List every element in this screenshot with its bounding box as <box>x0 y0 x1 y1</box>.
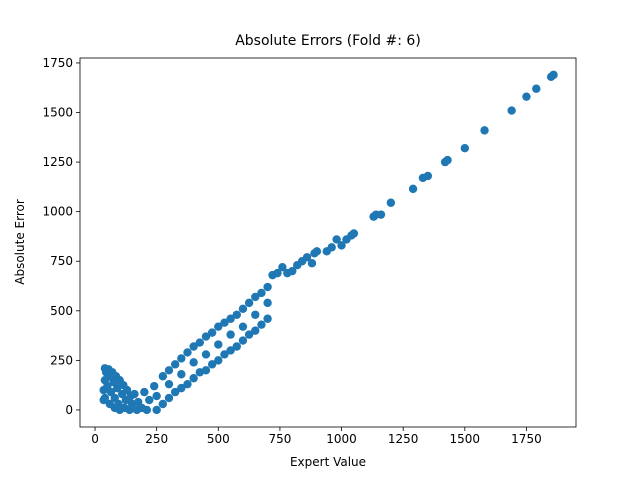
point <box>480 126 489 135</box>
x-tick-label: 0 <box>91 432 99 446</box>
y-tick-label: 1000 <box>42 205 73 219</box>
point <box>251 292 260 302</box>
point <box>145 395 154 405</box>
point <box>183 379 192 389</box>
point <box>251 310 260 319</box>
point <box>189 358 198 367</box>
y-tick-label: 1500 <box>42 106 73 120</box>
point <box>201 332 211 341</box>
point <box>214 340 223 349</box>
point <box>386 198 396 207</box>
point <box>376 210 386 219</box>
point <box>251 326 260 335</box>
point <box>238 336 248 345</box>
point <box>164 393 174 403</box>
point <box>130 389 139 399</box>
point <box>257 288 266 298</box>
point <box>142 405 152 415</box>
point <box>238 304 248 314</box>
point <box>307 259 317 268</box>
x-tick-label: 500 <box>207 432 230 446</box>
point <box>220 350 229 359</box>
point <box>349 229 359 238</box>
point <box>226 330 235 339</box>
point <box>226 314 235 323</box>
point <box>183 348 192 357</box>
point <box>170 360 180 369</box>
point <box>201 350 211 359</box>
point <box>158 372 168 381</box>
point <box>177 383 186 393</box>
point <box>189 374 198 383</box>
point <box>263 282 272 292</box>
point <box>164 366 174 375</box>
point <box>257 320 266 329</box>
chart-title: Absolute Errors (Fold #: 6) <box>235 33 421 49</box>
point <box>152 405 161 415</box>
point <box>100 393 110 403</box>
x-tick-label: 250 <box>145 432 168 446</box>
point <box>232 342 241 351</box>
y-axis-label: Absolute Error <box>13 199 27 285</box>
point <box>263 298 272 308</box>
point <box>238 322 248 331</box>
x-tick-label: 750 <box>268 432 291 446</box>
y-tick-label: 0 <box>65 403 73 417</box>
point <box>302 253 312 262</box>
point <box>244 298 254 308</box>
point <box>226 346 235 355</box>
point <box>189 342 198 351</box>
x-tick-label: 1250 <box>388 432 419 446</box>
point <box>220 318 229 327</box>
point <box>460 144 470 153</box>
point <box>332 235 341 244</box>
point <box>170 387 180 397</box>
point <box>195 338 205 347</box>
point <box>244 330 254 339</box>
point <box>337 241 346 250</box>
point <box>507 106 516 115</box>
point <box>312 247 322 256</box>
point <box>177 354 186 363</box>
point <box>443 155 452 165</box>
point <box>232 310 241 319</box>
point <box>201 366 211 375</box>
y-tick-label: 500 <box>50 304 73 318</box>
point <box>263 314 272 323</box>
point <box>549 70 558 80</box>
point <box>408 184 418 194</box>
plot-frame <box>79 57 577 428</box>
point <box>423 171 433 181</box>
point <box>158 399 168 409</box>
x-tick-label: 1750 <box>511 432 542 446</box>
point <box>177 370 186 379</box>
point <box>152 391 161 401</box>
point <box>522 92 531 101</box>
point <box>214 322 223 331</box>
y-tick-label: 250 <box>50 353 73 367</box>
point <box>150 381 159 391</box>
x-tick-label: 1000 <box>326 432 357 446</box>
point <box>288 266 297 276</box>
point <box>327 243 336 252</box>
point <box>278 262 287 272</box>
point <box>207 328 217 337</box>
y-tick-label: 1250 <box>42 155 73 169</box>
point <box>164 379 174 389</box>
point <box>207 360 217 369</box>
y-tick-label: 1750 <box>42 56 73 70</box>
x-axis-label: Expert Value <box>290 455 366 469</box>
y-tick-label: 750 <box>50 254 73 268</box>
point <box>532 84 541 93</box>
point <box>140 387 149 397</box>
point <box>214 356 223 365</box>
point <box>273 268 282 278</box>
x-tick-label: 1500 <box>450 432 481 446</box>
